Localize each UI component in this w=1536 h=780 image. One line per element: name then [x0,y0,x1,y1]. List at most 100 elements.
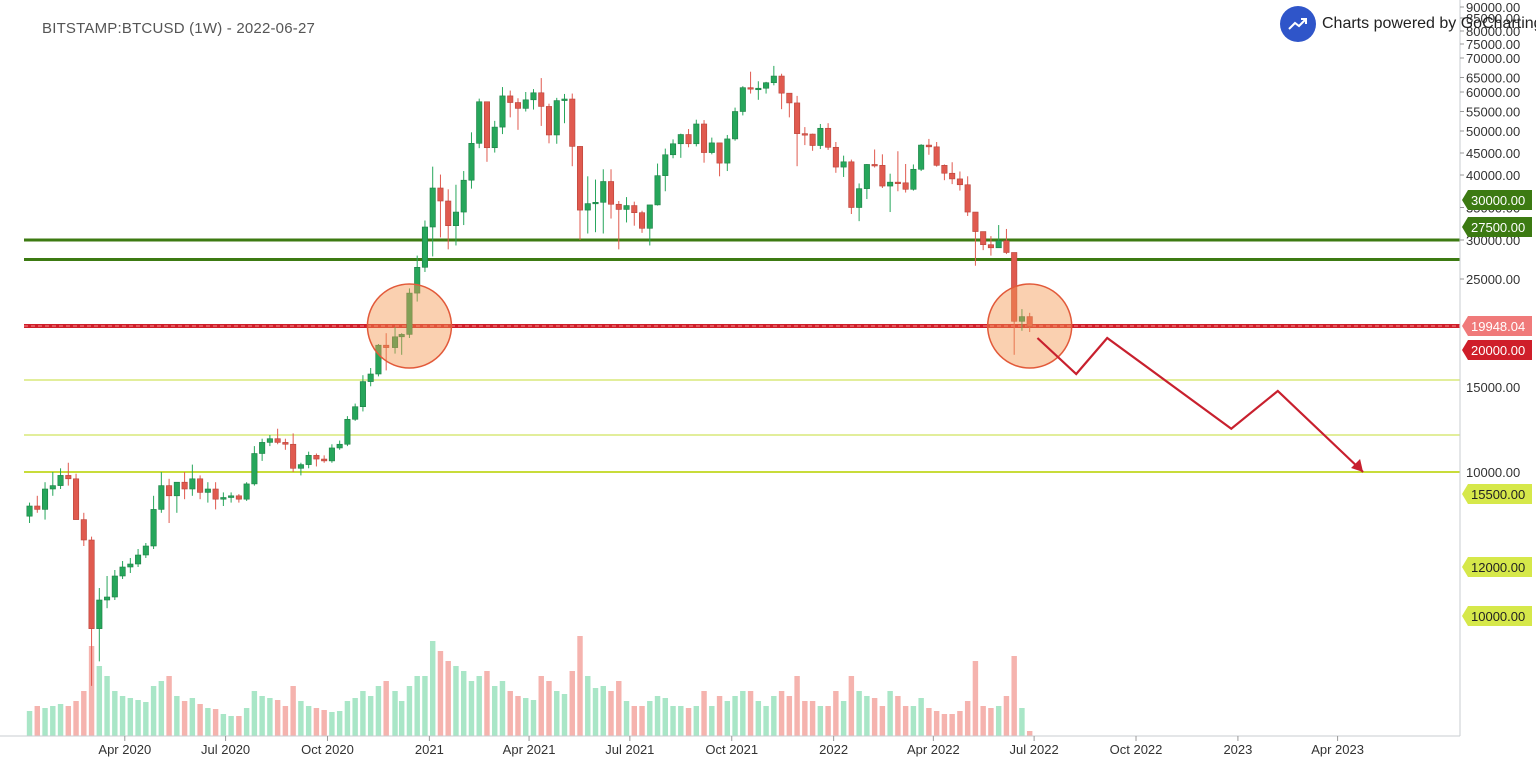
volume-bar [127,698,134,736]
brand-text: Charts powered by GoCharting [1322,15,1536,32]
price-levels-layer [24,238,1460,473]
candle-body [522,99,529,109]
candle [468,132,475,189]
volume-bar [406,686,413,736]
volume-bar [445,661,451,736]
price-badge-label: 10000.00 [1471,609,1525,624]
volume-bar [957,711,963,736]
arrow-head-icon [1351,459,1364,472]
volume-bar [631,706,637,736]
candle-body [197,478,204,493]
x-tick-label: Apr 2020 [98,742,151,757]
candle [104,576,111,609]
brand-credit[interactable]: Charts powered by GoCharting [1280,6,1536,42]
candle [786,92,793,118]
candle-body [576,146,584,211]
volume-bar [538,676,544,736]
candle-body [530,92,537,101]
candle-body [321,458,328,462]
candle [514,98,521,130]
candle-body [538,92,545,107]
volume-bar [344,701,351,736]
x-tick-label: Apr 2022 [907,742,960,757]
volume-bar [546,681,552,736]
candle-body [392,336,399,348]
candle [220,492,227,506]
candle-body [88,539,95,629]
candle-body [848,161,855,208]
candle-body [747,87,754,90]
candle [1018,309,1025,331]
candle-body [57,475,64,486]
candle-body [856,188,863,208]
candle [336,440,343,450]
candle [724,134,731,172]
candle [778,73,785,110]
volume-bar [460,671,467,736]
candle-body [693,123,700,145]
volume-bar [600,686,606,736]
volume-bar [1019,708,1025,736]
volume-bar [243,708,250,736]
candle-body [545,106,553,136]
volume-bar [848,676,855,736]
candle-body [150,509,157,547]
candle [871,149,878,168]
price-badge-label: 27500.00 [1471,220,1525,235]
candle-body [809,133,816,146]
x-tick-label: Oct 2020 [301,742,354,757]
volume-bar [716,696,723,736]
volume-bar [174,696,180,736]
volume-bar [523,698,529,736]
volume-bar [995,706,1002,736]
candle-body [794,102,801,134]
candle [197,475,204,500]
volume-bar [212,709,219,736]
candle-body [1018,316,1025,322]
volume-bar [290,686,296,736]
price-badge-label: 20000.00 [1471,343,1525,358]
volume-bar [964,701,971,736]
candle [980,231,987,251]
y-tick-label: 55000.00 [1466,105,1520,120]
volume-bar [654,696,661,736]
candle-body [817,127,824,146]
candle [96,588,103,662]
candle-body [949,172,956,180]
highlight-circle-2 [986,283,1073,369]
volume-bar [740,691,746,736]
volume-bar [313,708,320,736]
candle-body [181,481,188,490]
volume-bar [864,696,870,736]
candle [119,561,126,579]
volume-bar [972,661,979,736]
candle-body [507,95,514,103]
candle [662,148,669,192]
candle-body [375,344,382,375]
candle-body [763,82,770,89]
x-tick-label: Oct 2022 [1110,742,1163,757]
volume-bar [88,646,95,736]
candle-body [701,123,708,153]
candle-body [918,144,925,170]
candle-body [514,102,521,109]
volume-bar [755,701,762,736]
volume-bar [1026,731,1033,736]
candle-body [65,475,72,480]
volume-bar [267,698,273,736]
candle [879,154,886,188]
price-badge-label: 12000.00 [1471,560,1525,575]
volume-bar [794,676,800,736]
x-tick-label: Apr 2023 [1311,742,1364,757]
volume-bars-layer [26,636,1033,736]
candle-body [584,203,591,211]
volume-bar [561,694,568,736]
y-tick-label: 80000.00 [1466,24,1520,39]
volume-bar [988,708,994,736]
y-tick-label: 70000.00 [1466,51,1520,66]
candle-body [887,181,894,187]
candle-body [654,175,661,206]
candle [925,138,932,155]
volume-bar [941,714,948,736]
candle-body [445,200,452,227]
